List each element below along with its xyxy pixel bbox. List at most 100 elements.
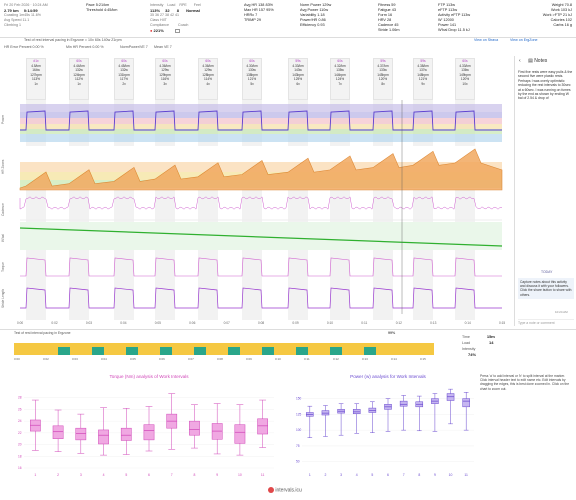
activity-description[interactable]: Test of rest interval pacing in Ergzone … [24, 38, 122, 42]
interval-stat: 4.33/km [459, 63, 471, 68]
interval-stat: 4x [206, 81, 210, 86]
interval-stat: 4.33/km [292, 63, 304, 68]
interval-stat: 4.37/km [377, 63, 389, 68]
interval-stat: 124% [335, 77, 345, 81]
interval-header-3[interactable]: 60s 4.45/km 132w 131bpm 117% 2x [114, 58, 134, 100]
interval-name[interactable]: 60s [76, 59, 82, 63]
toolbar-hr-error[interactable]: HR Error Percent 0.00 % [4, 45, 44, 49]
rest-segment [262, 347, 274, 355]
interval-name[interactable]: 59s [295, 59, 301, 63]
y-tick: 100 [296, 428, 302, 432]
interval-name[interactable]: 60s [121, 59, 127, 63]
interval-analysis-charts: Torque (Nm) analysis of Work Intervals16… [18, 374, 474, 477]
interval-header-7[interactable]: 59s 4.33/km 143w 143bpm 125% 6x [288, 58, 308, 100]
box-body [120, 427, 132, 441]
notes-icon: ▤ [528, 58, 533, 64]
interval-stat: 2x [122, 81, 126, 86]
avg-speed: Avg Speed 11.1 [4, 18, 30, 22]
interval-header-5[interactable]: 60s 4.36/km 129w 128bpm 114% 4x [198, 58, 218, 100]
toolbar-normpower[interactable]: NormPower/VE 7 [120, 45, 148, 49]
feel-label: Feel [193, 3, 201, 7]
load-label: Load [167, 3, 176, 7]
footer-brand[interactable]: intervals.icu [268, 487, 302, 493]
y-tick: 16 [18, 466, 22, 470]
interval-stat: 117% [120, 77, 128, 81]
interval-stat: 1x [77, 81, 81, 86]
climbing: Climbing 1 [4, 23, 21, 27]
capture-hint: Capture notes about this activity and di… [518, 278, 574, 299]
rest-segment [194, 347, 206, 355]
intensity-value: 113% [150, 8, 161, 13]
interval-header-9[interactable]: 59s 4.37/km 133w 145bpm 120% 8x [373, 58, 393, 100]
interval-stat: 4.45/km [118, 63, 130, 68]
time-tick: 0:15 [499, 321, 505, 325]
view-on-ergzone-link[interactable]: View on ErgZone [510, 38, 538, 42]
rest-segment [58, 347, 70, 355]
pace: Pace 5:21/km [86, 3, 110, 7]
ftp-stat-1: eFTP 113w [438, 8, 458, 12]
interval-stat: 1x [34, 81, 38, 86]
hr-area [19, 148, 503, 191]
feel-value[interactable]: Normal [186, 8, 200, 13]
interval-stat: 9x [421, 81, 425, 86]
interval-name[interactable]: 60s [205, 59, 211, 63]
box-body [75, 427, 87, 441]
compliance-strip: Test of rest interval pacing in Ergzone … [0, 329, 576, 371]
power-zone-band [20, 134, 502, 142]
interval-stat: 6x [296, 81, 300, 86]
x-tick: 6 [387, 473, 389, 477]
interval-stat: 114% [204, 77, 212, 81]
interval-stat: 10x [462, 81, 468, 86]
power-stat-2: Variability 1.18 [300, 13, 325, 17]
coach-checkbox[interactable] [174, 28, 180, 33]
interval-header-8[interactable]: 60s 4.32/km 135w 144bpm 124% 7x [330, 58, 350, 100]
interval-name[interactable]: 59s [380, 59, 386, 63]
interval-stat: 129bpm [159, 72, 171, 77]
interval-stat: 138bpm [246, 72, 258, 77]
strip-bg [14, 343, 434, 355]
rest-segment [296, 347, 308, 355]
interval-name[interactable]: 59s [420, 59, 426, 63]
interval-name[interactable]: 60s [462, 59, 468, 63]
interval-stat: 4.36/km [202, 63, 214, 68]
interval-stat: 8x [381, 81, 385, 86]
interval-name[interactable]: 60s [249, 59, 255, 63]
x-tick: 8 [418, 473, 420, 477]
time-tick: 0:09 [292, 321, 298, 325]
interval-name[interactable]: 60s [337, 59, 343, 63]
chevron-left-icon[interactable]: ‹ [519, 58, 521, 64]
interval-stat: 129w [204, 68, 212, 72]
x-tick: 2 [325, 473, 327, 477]
interval-header-11[interactable]: 60s 4.33/km 136w 149bpm 120% 10x [455, 58, 475, 100]
interval-header-10[interactable]: 59s 4.38/km 137w 148bpm 121% 9x [413, 58, 433, 100]
interval-name[interactable]: 60s [162, 59, 168, 63]
x-tick: 10 [449, 473, 453, 477]
view-on-strava-link[interactable]: View on Strava [474, 38, 499, 42]
interval-header-2[interactable]: 60s 4.44/km 132w 124bpm 112% 1x [69, 58, 89, 100]
strip-tick: 0:08 [217, 357, 223, 361]
x-tick: 8 [194, 473, 196, 477]
interval-stat: 112% [75, 77, 83, 81]
strip-tick: 0:10 [275, 357, 281, 361]
distance: 2.79 km [4, 8, 19, 13]
toolbar-mean[interactable]: Mean VE 7 [154, 45, 172, 49]
toolbar-min-hr[interactable]: Min HR Percent 0.00 % [66, 45, 104, 49]
interval-stat: 4.5/km [31, 63, 41, 68]
box-body [399, 400, 408, 407]
strip-tick: 0:13 [362, 357, 368, 361]
interval-name[interactable]: #1x [33, 59, 39, 63]
today-label: TODAY [541, 270, 553, 274]
workout-compliance-bars[interactable]: 0:00 0:02 0:03 0:04 0:05 0:06 0:07 0:08 0:09 0:10… [14, 337, 434, 361]
interval-header-1[interactable]: #1x 4.5/km 164w 127bpm 113% 1x [26, 58, 46, 100]
note-input[interactable]: Type a note or comment [518, 319, 574, 325]
rpe-value[interactable]: 8 [176, 8, 179, 13]
x-tick: 7 [403, 473, 405, 477]
interval-header-4[interactable]: 60s 4.36/km 129w 129bpm 116% 3x [155, 58, 175, 100]
weight-stat-0: Weight 70.8 [551, 3, 572, 7]
power-stat-1: Avg Power 110w [300, 8, 329, 12]
interval-header-6[interactable]: 60s 4.30/km 130w 138bpm 121% 5x [242, 58, 262, 100]
activity-charts[interactable]: Power HR Zones Cadence W'bal Torque Stride Le… [0, 100, 515, 328]
torque-line [20, 257, 502, 277]
hr-stat-2: HRRc 7 [244, 13, 258, 17]
workout-title: Test of rest interval pacing in Ergzone [14, 331, 71, 335]
